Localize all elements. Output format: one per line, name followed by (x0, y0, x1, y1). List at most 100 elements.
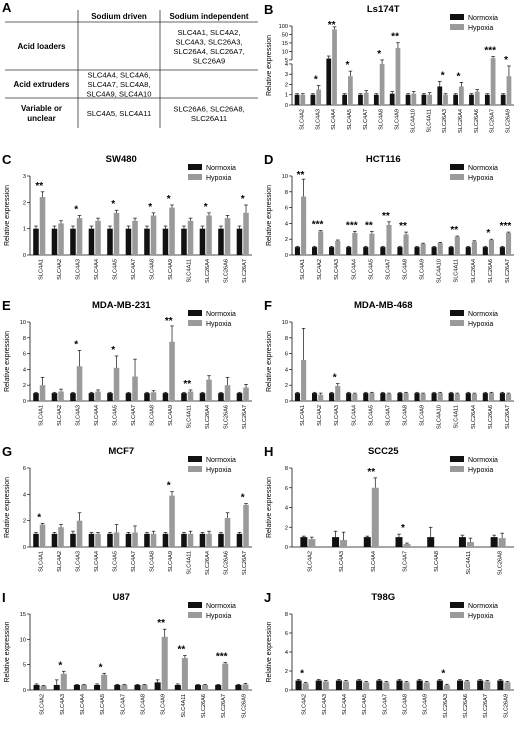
x-tick-label: SLC26A6 (224, 259, 230, 283)
x-tick-label: SLC26A6 (201, 694, 207, 718)
significance-marker: * (486, 228, 490, 239)
bar-hypoxia (369, 233, 375, 255)
x-tick-label: SLC4A7 (363, 109, 369, 130)
significance-marker: ** (177, 645, 185, 656)
panel-j: J T98G 0 2 4 6 8 Relative expression Normoxia Hyp… (264, 590, 514, 718)
bar-hypoxia (386, 224, 392, 255)
x-tick-label: SLC4A8 (150, 405, 156, 426)
legend-swatch-hypoxia (188, 466, 202, 472)
bar-hypoxia (224, 518, 231, 547)
bar-hypoxia (206, 379, 212, 401)
bar-normoxia (33, 684, 40, 690)
bar-normoxia (107, 228, 113, 255)
x-tick-label: SLC4A7 (385, 259, 391, 280)
x-tick-label: SLC26A4 (205, 405, 211, 429)
legend-swatch-normoxia (188, 310, 202, 316)
bar-hypoxia (58, 527, 64, 547)
panel-letter: B (264, 2, 273, 17)
panel-a-table: A Sodium driven Sodium independent Acid loa… (2, 0, 258, 128)
bar-hypoxia (316, 89, 322, 105)
legend-swatch-normoxia (450, 602, 464, 608)
bar-normoxia (315, 680, 322, 690)
bar-normoxia (88, 533, 95, 547)
legend-swatch-hypoxia (450, 320, 464, 326)
x-tick-label: SLC4A11 (454, 259, 460, 283)
bar-normoxia (465, 247, 471, 255)
table-col-header: Sodium independent (169, 12, 248, 21)
panel-letter: A (2, 0, 12, 15)
bar-hypoxia (383, 682, 390, 690)
y-tick-label: 8 (285, 336, 288, 342)
legend-label-hypoxia: Hypoxia (468, 175, 493, 182)
bar-normoxia (356, 680, 363, 690)
bar-hypoxia (169, 495, 175, 547)
significance-marker: ** (382, 211, 390, 222)
bar-normoxia (107, 533, 113, 547)
x-tick-label: SLC4A1 (300, 259, 306, 280)
legend-label-hypoxia: Hypoxia (468, 467, 493, 474)
y-tick-label: 15 (282, 41, 288, 47)
x-tick-label: SLC4A5 (368, 405, 374, 426)
table-cell: SLC26A11 (191, 114, 227, 123)
bar-hypoxia (403, 682, 410, 690)
bar-normoxia (346, 393, 352, 401)
table-cell: SLC4A7, SLC4A8, (88, 80, 151, 89)
legend-label-hypoxia: Hypoxia (468, 613, 493, 620)
x-tick-label: SLC4A4 (94, 405, 100, 426)
bar-hypoxia (187, 220, 194, 255)
legend-label-normoxia: Normoxia (468, 457, 498, 464)
y-tick-label: 8 (23, 336, 26, 342)
legend-label-normoxia: Normoxia (468, 165, 498, 172)
y-tick-label: 6 (23, 352, 26, 358)
bar-normoxia (448, 247, 454, 255)
bar-hypoxia (352, 232, 358, 255)
bar-hypoxia (60, 673, 67, 690)
bar-normoxia (51, 393, 58, 401)
bar-normoxia (431, 393, 437, 401)
x-tick-label: SLC4A3 (76, 405, 82, 426)
y-tick-label: 6 (285, 206, 288, 212)
significance-marker: ** (328, 20, 336, 31)
bar-normoxia (236, 228, 243, 255)
significance-marker: * (74, 205, 78, 216)
panel-letter: D (264, 152, 273, 167)
x-tick-label: SLC26A7 (242, 405, 248, 429)
bar-hypoxia (340, 540, 348, 547)
table-row-label: unclear (27, 114, 55, 123)
bar-normoxia (199, 393, 206, 401)
y-axis-label: Relative expression (266, 331, 273, 392)
x-tick-label: SLC4A8 (402, 259, 408, 280)
legend-swatch-normoxia (450, 456, 464, 462)
bar-hypoxia (150, 533, 157, 547)
bar-hypoxia (471, 241, 477, 255)
bar-normoxia (311, 247, 318, 255)
bar-normoxia (405, 94, 411, 105)
bar-normoxia (215, 684, 222, 690)
bar-hypoxia (498, 538, 506, 547)
panel-letter: C (2, 152, 12, 167)
bar-hypoxia (459, 86, 464, 105)
x-tick-label: SLC4A7 (131, 405, 137, 426)
y-tick-label: 2 (285, 237, 288, 243)
x-tick-label: SLC4A9 (161, 694, 167, 715)
x-tick-label: SLC26A7 (490, 109, 496, 133)
bar-hypoxia (411, 93, 417, 105)
bar-hypoxia (301, 196, 307, 255)
bar-normoxia (295, 680, 302, 690)
x-tick-label: SLC26A7 (221, 694, 227, 718)
bar-normoxia (469, 94, 474, 105)
y-tick-label: 4 (285, 650, 288, 656)
legend-label-hypoxia: Hypoxia (206, 321, 231, 328)
y-tick-label: 6 (285, 486, 288, 492)
x-tick-label: SLC4A3 (76, 551, 82, 572)
x-tick-label: SLC4A9 (168, 551, 174, 572)
legend-label-hypoxia: Hypoxia (468, 25, 493, 32)
bar-hypoxia (342, 681, 350, 690)
bar-normoxia (199, 228, 206, 255)
table-cell: SLC4A1, SLC4A2, (178, 28, 241, 37)
significance-marker: * (111, 199, 115, 210)
bar-normoxia (342, 94, 347, 105)
panel-title: HCT116 (366, 154, 401, 165)
bar-normoxia (311, 393, 318, 401)
